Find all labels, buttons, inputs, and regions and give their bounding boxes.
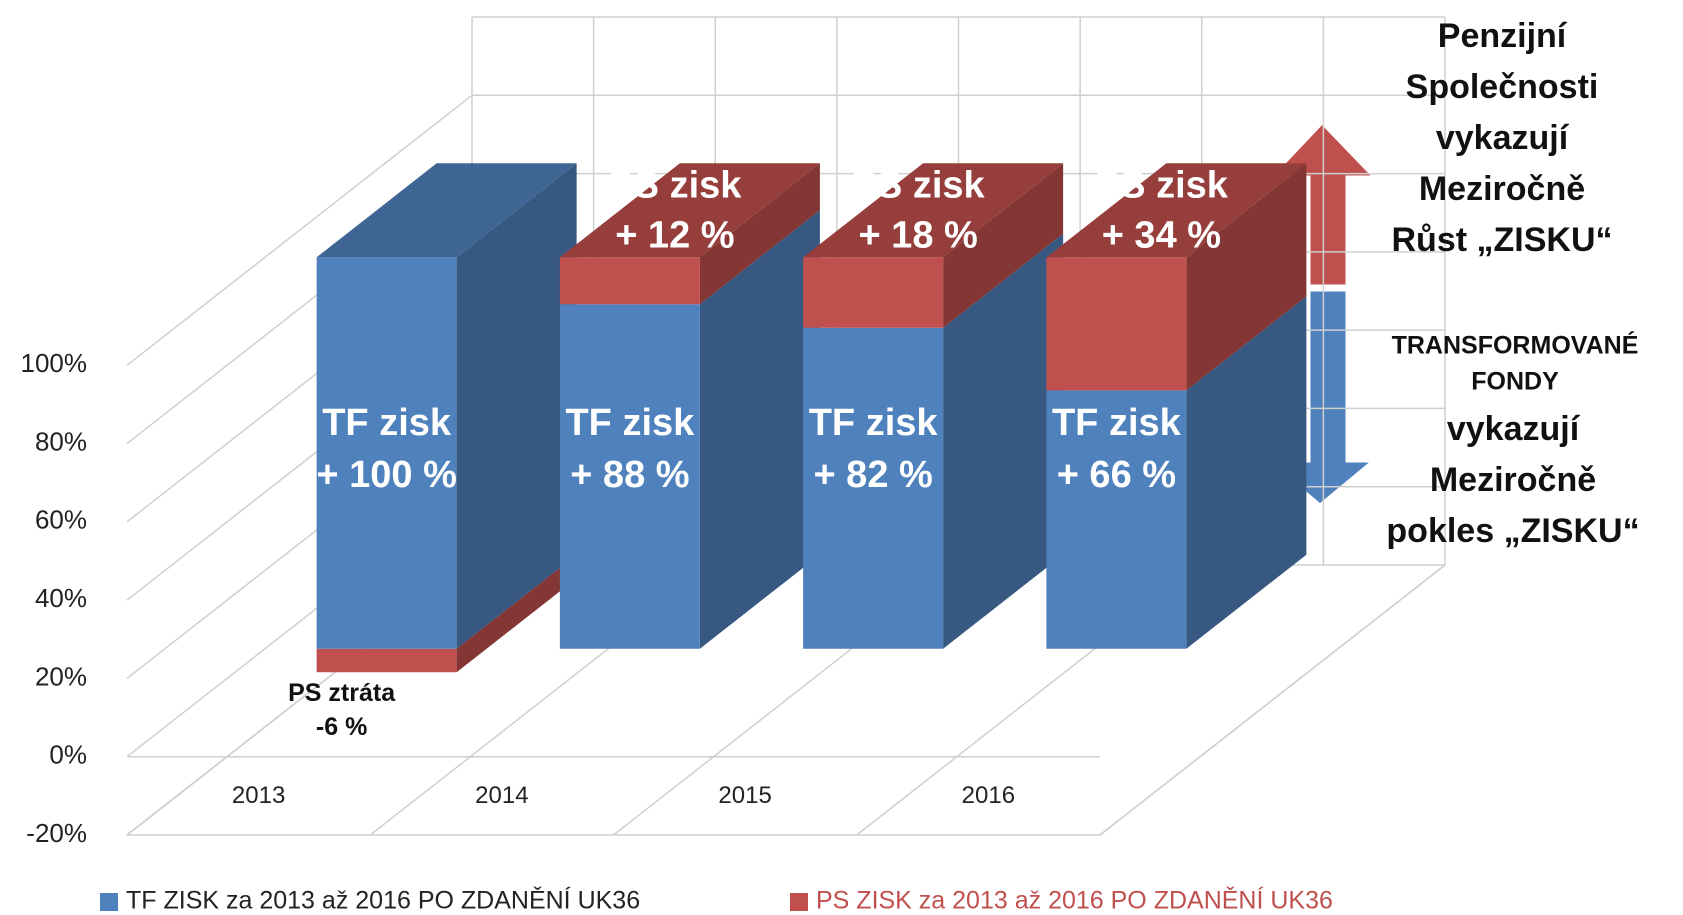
- data-label: PS zisk + 34 %: [1095, 164, 1229, 256]
- bar-side: [699, 210, 820, 649]
- annotation: Penzijní: [1438, 17, 1568, 55]
- annotation: vykazují: [1447, 410, 1581, 448]
- data-label: TF zisk + 66 %: [1052, 402, 1182, 496]
- bar-front: [559, 257, 700, 305]
- bar-top: [803, 163, 1064, 258]
- legend-label: TF ZISK za 2013 až 2016 PO ZDANĚNÍ UK36: [126, 886, 640, 915]
- bar-side: [456, 163, 577, 649]
- bar-segment: [559, 210, 820, 649]
- data-label: PS ztráta -6 %: [288, 679, 396, 741]
- annotation: Meziročně: [1419, 170, 1585, 208]
- legend-swatch: [790, 893, 808, 911]
- annotation: pokles „ZISKU“: [1386, 512, 1639, 550]
- bar-top: [1046, 163, 1307, 258]
- bar-side: [456, 554, 577, 673]
- bar-top: [559, 163, 820, 258]
- bar-segment: [316, 554, 577, 673]
- grid-line: [126, 94, 473, 366]
- bar-top: [316, 163, 577, 258]
- bar-segment: [559, 163, 820, 305]
- x-tick-label: 2016: [962, 782, 1015, 809]
- bar-side: [1186, 163, 1307, 391]
- bar-front: [803, 327, 944, 649]
- bar-segment: [1046, 163, 1307, 391]
- y-tick-label: 60%: [35, 505, 87, 535]
- bar-side: [1186, 296, 1307, 649]
- y-tick-label: 100%: [21, 348, 88, 378]
- bar-front: [803, 257, 944, 328]
- annotation: TRANSFORMOVANÉ: [1392, 331, 1639, 360]
- grid-line: [1099, 564, 1446, 836]
- bar-front: [1046, 257, 1187, 391]
- bar-segment: [1046, 296, 1307, 649]
- bar-front: [316, 257, 457, 649]
- annotation: Meziročně: [1430, 461, 1596, 499]
- data-label: PS zisk + 18 %: [852, 164, 986, 256]
- data-label: PS zisk + 12 %: [608, 164, 742, 256]
- data-label: TF zisk + 88 %: [565, 402, 695, 496]
- legend-swatch: [100, 893, 118, 911]
- bar-front: [559, 304, 700, 649]
- bar-front: [1046, 390, 1187, 649]
- x-tick-label: 2015: [718, 782, 771, 809]
- x-tick-label: 2013: [232, 782, 285, 809]
- bar-side: [943, 163, 1064, 328]
- bar-front: [316, 648, 457, 673]
- data-label: TF zisk + 82 %: [809, 402, 939, 496]
- y-tick-label: 40%: [35, 583, 87, 613]
- bar-side: [943, 233, 1064, 649]
- legend-label: PS ZISK za 2013 až 2016 PO ZDANĚNÍ UK36: [816, 886, 1333, 915]
- data-label: TF zisk + 100 %: [316, 402, 457, 496]
- y-tick-label: 20%: [35, 661, 87, 691]
- annotation: Růst „ZISKU“: [1392, 221, 1613, 259]
- bar-side: [699, 163, 820, 305]
- y-tick-label: -20%: [26, 818, 87, 848]
- annotation: Společnosti: [1406, 68, 1599, 106]
- bar-segment: [316, 163, 577, 649]
- x-tick-label: 2014: [475, 782, 528, 809]
- bar-segment: [803, 163, 1064, 328]
- y-tick-label: 80%: [35, 426, 87, 456]
- annotation: vykazují: [1436, 119, 1570, 157]
- bar-segment: [803, 233, 1064, 649]
- y-tick-label: 0%: [49, 740, 87, 770]
- annotation: FONDY: [1471, 368, 1559, 396]
